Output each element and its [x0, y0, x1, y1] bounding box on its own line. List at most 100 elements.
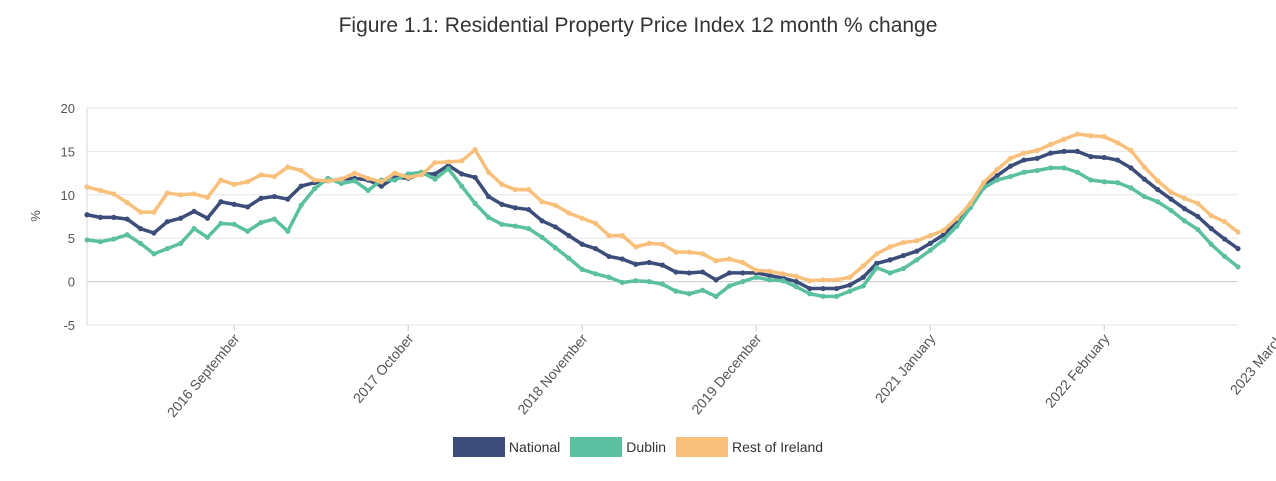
data-point[interactable]: [1222, 219, 1228, 225]
data-point[interactable]: [1101, 134, 1107, 140]
data-point[interactable]: [1088, 177, 1094, 183]
data-point[interactable]: [793, 279, 799, 285]
data-point[interactable]: [1141, 164, 1147, 170]
data-point[interactable]: [352, 178, 358, 184]
data-point[interactable]: [606, 274, 612, 280]
series-line[interactable]: [85, 132, 1240, 283]
data-point[interactable]: [151, 251, 157, 257]
data-point[interactable]: [418, 172, 425, 178]
data-point[interactable]: [204, 215, 211, 221]
data-point[interactable]: [1155, 178, 1161, 184]
data-point[interactable]: [1007, 163, 1014, 169]
data-point[interactable]: [1168, 207, 1174, 214]
data-point[interactable]: [659, 281, 666, 287]
data-point[interactable]: [258, 172, 264, 178]
data-point[interactable]: [97, 187, 103, 194]
legend-item-rest-of-ireland[interactable]: Rest of Ireland: [676, 437, 823, 457]
data-point[interactable]: [633, 261, 639, 267]
data-point[interactable]: [271, 216, 277, 222]
data-point[interactable]: [405, 174, 411, 181]
data-point[interactable]: [137, 240, 144, 247]
data-point[interactable]: [1128, 165, 1134, 171]
data-point[interactable]: [245, 179, 251, 185]
data-point[interactable]: [726, 283, 733, 289]
data-point[interactable]: [1034, 155, 1040, 161]
data-point[interactable]: [1101, 154, 1107, 161]
data-point[interactable]: [218, 220, 224, 227]
data-point[interactable]: [285, 196, 291, 202]
data-point[interactable]: [1088, 133, 1094, 139]
data-point[interactable]: [673, 269, 679, 275]
data-point[interactable]: [124, 232, 130, 238]
legend-item-dublin[interactable]: Dublin: [570, 437, 666, 457]
data-point[interactable]: [526, 206, 532, 213]
data-point[interactable]: [619, 279, 625, 286]
data-point[interactable]: [592, 271, 599, 277]
data-point[interactable]: [472, 147, 478, 153]
data-point[interactable]: [552, 245, 559, 251]
data-point[interactable]: [1048, 141, 1054, 148]
data-point[interactable]: [392, 177, 398, 183]
data-point[interactable]: [860, 283, 866, 289]
data-point[interactable]: [740, 270, 746, 276]
data-point[interactable]: [124, 200, 130, 206]
data-point[interactable]: [1208, 226, 1214, 232]
data-point[interactable]: [659, 262, 666, 268]
data-point[interactable]: [472, 174, 478, 181]
data-point[interactable]: [552, 224, 559, 230]
data-point[interactable]: [218, 177, 224, 183]
data-point[interactable]: [579, 266, 585, 273]
data-point[interactable]: [860, 274, 866, 280]
data-point[interactable]: [1141, 176, 1147, 182]
data-point[interactable]: [552, 202, 559, 208]
data-point[interactable]: [606, 233, 612, 239]
data-point[interactable]: [659, 241, 666, 247]
data-point[interactable]: [713, 277, 719, 283]
data-point[interactable]: [178, 215, 184, 221]
data-point[interactable]: [245, 228, 251, 234]
data-point[interactable]: [1168, 189, 1174, 195]
data-point[interactable]: [807, 278, 813, 284]
data-point[interactable]: [686, 249, 692, 255]
data-point[interactable]: [298, 167, 304, 174]
data-point[interactable]: [271, 173, 277, 180]
data-point[interactable]: [526, 186, 532, 193]
data-point[interactable]: [1114, 157, 1121, 163]
data-point[interactable]: [124, 216, 130, 222]
data-point[interactable]: [1074, 169, 1080, 175]
data-point[interactable]: [967, 200, 973, 207]
data-point[interactable]: [245, 204, 251, 210]
data-point[interactable]: [927, 240, 933, 247]
data-point[interactable]: [97, 214, 103, 220]
data-point[interactable]: [1155, 186, 1161, 193]
data-point[interactable]: [84, 184, 90, 190]
data-point[interactable]: [378, 183, 385, 189]
data-point[interactable]: [887, 244, 893, 250]
data-point[interactable]: [686, 291, 692, 297]
data-point[interactable]: [485, 193, 492, 200]
data-point[interactable]: [592, 220, 599, 227]
data-point[interactable]: [164, 246, 170, 252]
data-point[interactable]: [646, 240, 652, 247]
data-point[interactable]: [874, 251, 880, 257]
data-point[interactable]: [1222, 236, 1228, 242]
data-point[interactable]: [900, 265, 907, 272]
data-point[interactable]: [499, 181, 505, 187]
data-point[interactable]: [753, 274, 759, 280]
data-point[interactable]: [566, 210, 572, 216]
data-point[interactable]: [539, 218, 545, 224]
data-point[interactable]: [887, 270, 893, 276]
data-point[interactable]: [900, 252, 907, 259]
data-point[interactable]: [900, 239, 907, 246]
data-point[interactable]: [1061, 136, 1067, 142]
data-point[interactable]: [1208, 241, 1214, 247]
data-point[interactable]: [285, 164, 291, 170]
data-point[interactable]: [833, 285, 840, 292]
data-point[interactable]: [994, 173, 1000, 179]
data-point[interactable]: [766, 268, 773, 274]
data-point[interactable]: [981, 180, 987, 186]
data-point[interactable]: [512, 223, 518, 229]
data-point[interactable]: [940, 227, 947, 233]
data-point[interactable]: [713, 293, 719, 299]
data-point[interactable]: [485, 169, 492, 175]
